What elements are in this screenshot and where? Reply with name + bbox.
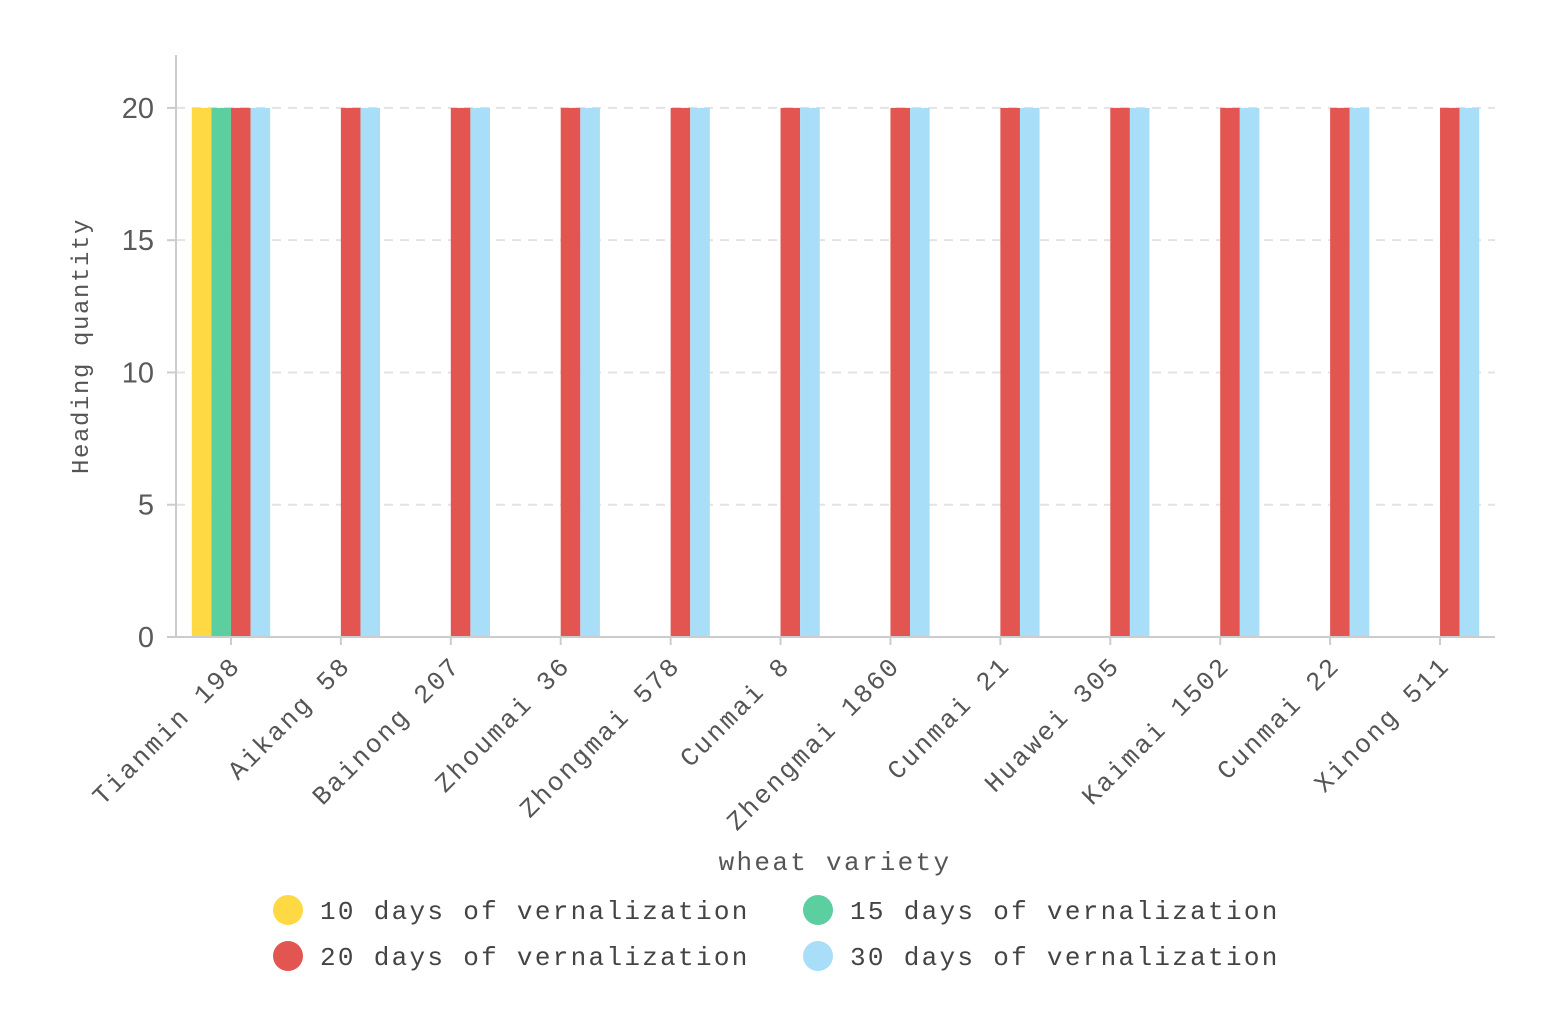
bar-20-days-of-vernalization-zhongmai-578 <box>670 107 691 638</box>
bar-30-days-of-vernalization-xinong-511 <box>1459 107 1480 638</box>
bar-20-days-of-vernalization-cunmai-21 <box>1000 107 1020 638</box>
legend-label-20-days: 20 days of vernalization <box>320 943 750 973</box>
bar-20-days-of-vernalization-cunmai-22 <box>1330 107 1350 638</box>
bar-30-days-of-vernalization-cunmai-22 <box>1349 107 1370 638</box>
y-axis-ticks: 0 5 10 15 20 <box>122 93 176 654</box>
legend-item-20-days[interactable]: 20 days of vernalization <box>273 941 750 973</box>
bar-10-days-of-vernalization-tianmin-198 <box>191 107 212 638</box>
bar-20-days-of-vernalization-zhengmai-1860 <box>890 107 911 638</box>
bar-30-days-of-vernalization-kaimai-1502 <box>1239 107 1260 638</box>
bar-30-days-of-vernalization-zhongmai-578 <box>690 107 710 638</box>
bar-20-days-of-vernalization-tianmin-198 <box>230 107 251 638</box>
legend-label-10-days: 10 days of vernalization <box>320 897 750 927</box>
legend-label-15-days: 15 days of vernalization <box>850 897 1280 927</box>
axes <box>175 55 1495 638</box>
legend-swatch-15-days <box>803 895 833 925</box>
bar-30-days-of-vernalization-zhoumai-36 <box>580 107 600 638</box>
bar-20-days-of-vernalization-zhoumai-36 <box>560 107 581 638</box>
y-tick-label-10: 10 <box>122 357 154 389</box>
y-tick-label-15: 15 <box>122 225 154 257</box>
bar-20-days-of-vernalization-kaimai-1502 <box>1220 107 1240 638</box>
legend-item-30-days[interactable]: 30 days of vernalization <box>803 941 1280 973</box>
bar-30-days-of-vernalization-cunmai-8 <box>800 107 820 638</box>
bar-20-days-of-vernalization-aikang-58 <box>340 107 361 638</box>
legend-swatch-20-days <box>273 941 303 971</box>
legend-label-30-days: 30 days of vernalization <box>850 943 1280 973</box>
bar-30-days-of-vernalization-bainong-207 <box>470 107 490 638</box>
x-tick-label-tianmin-198: Tianmin 198 <box>87 651 247 811</box>
bar-30-days-of-vernalization-huawei-305 <box>1129 107 1150 638</box>
legend-item-10-days[interactable]: 10 days of vernalization <box>273 895 750 927</box>
bar-30-days-of-vernalization-aikang-58 <box>360 107 381 638</box>
y-tick-label-20: 20 <box>122 93 154 125</box>
legend: 10 days of vernalization 15 days of vern… <box>273 895 1280 973</box>
bar-20-days-of-vernalization-bainong-207 <box>450 107 471 638</box>
y-tick-label-5: 5 <box>138 490 154 522</box>
legend-swatch-10-days <box>273 895 303 925</box>
bar-20-days-of-vernalization-huawei-305 <box>1110 107 1130 638</box>
bars <box>191 107 1480 638</box>
bar-20-days-of-vernalization-xinong-511 <box>1440 107 1460 638</box>
bar-30-days-of-vernalization-cunmai-21 <box>1019 107 1040 638</box>
gridlines <box>176 106 1495 506</box>
x-axis-label: wheat variety <box>719 848 952 878</box>
legend-item-15-days[interactable]: 15 days of vernalization <box>803 895 1280 927</box>
bar-30-days-of-vernalization-tianmin-198 <box>250 107 271 638</box>
y-axis-label: Heading quantity <box>69 218 96 474</box>
legend-swatch-30-days <box>803 941 833 971</box>
bar-20-days-of-vernalization-cunmai-8 <box>780 107 801 638</box>
x-tick-label-cunmai-8: Cunmai 8 <box>675 651 797 773</box>
bar-15-days-of-vernalization-tianmin-198 <box>211 107 231 638</box>
bar-30-days-of-vernalization-zhengmai-1860 <box>910 107 930 638</box>
y-tick-label-0: 0 <box>138 622 154 654</box>
